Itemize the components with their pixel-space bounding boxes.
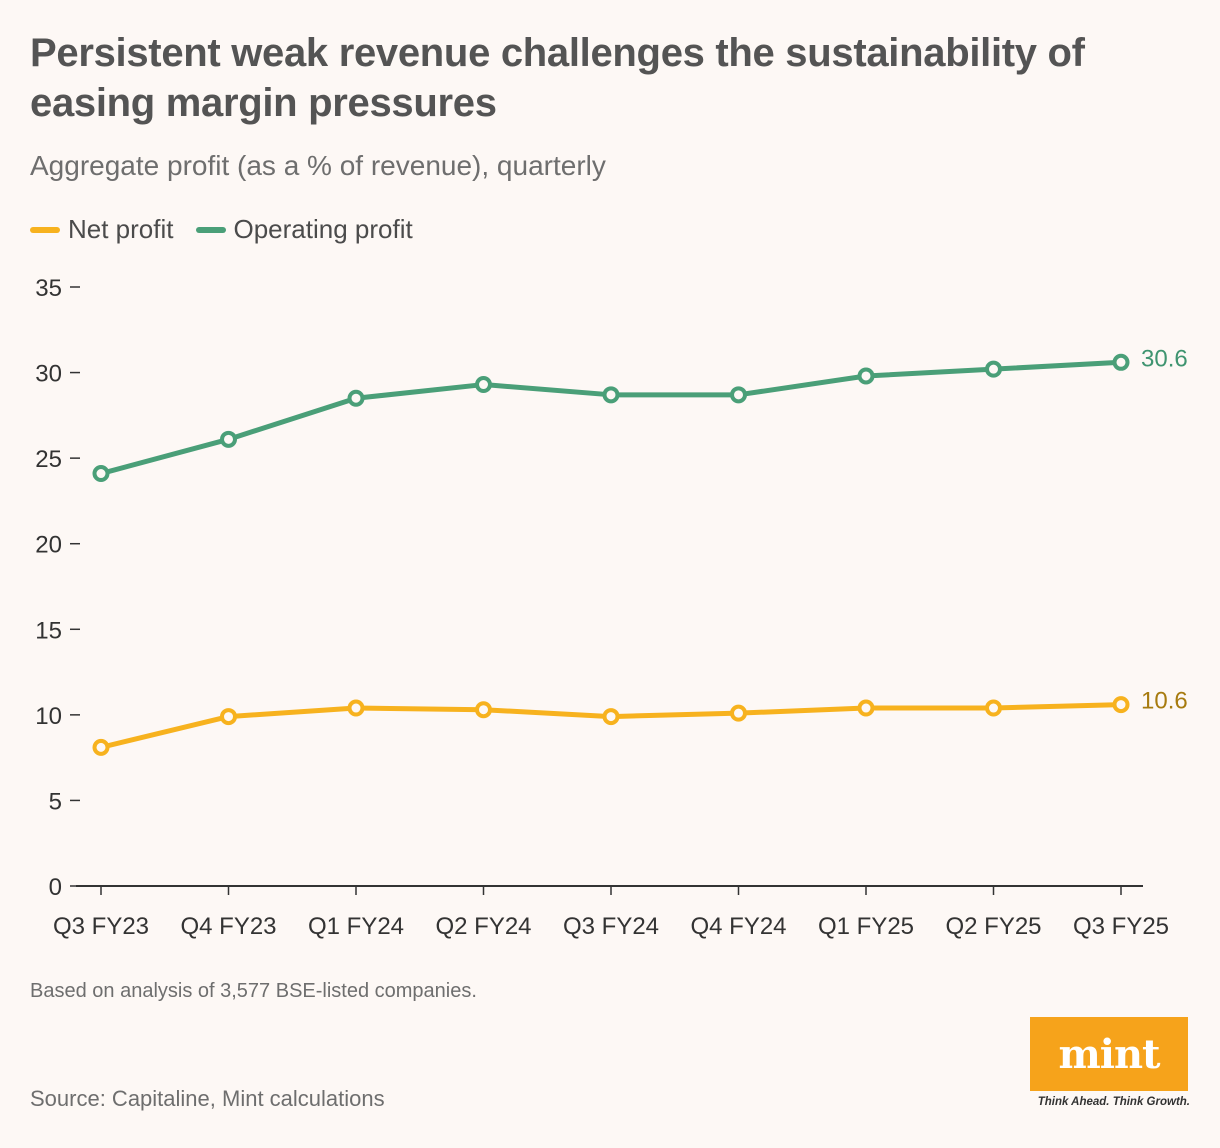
x-tick-label: Q3 FY25 bbox=[1073, 913, 1169, 940]
x-tick-label: Q1 FY25 bbox=[818, 913, 914, 940]
data-point-operating-profit bbox=[92, 465, 110, 483]
x-tick-label: Q1 FY24 bbox=[308, 913, 404, 940]
data-point-operating-profit bbox=[602, 386, 620, 404]
legend-swatch-net-profit bbox=[30, 226, 60, 233]
x-tick-label: Q4 FY24 bbox=[690, 913, 786, 940]
data-point-operating-profit bbox=[857, 367, 875, 385]
legend-swatch-operating-profit bbox=[195, 226, 226, 233]
x-tick-label: Q3 FY23 bbox=[53, 913, 149, 940]
line-chart: 0 5 10 15 20 25 30 35 Q3 FY23 Q4 FY23 Q1 FY24 Q2 FY… bbox=[35, 275, 1188, 940]
data-point-net-profit bbox=[857, 699, 875, 717]
data-point-net-profit bbox=[475, 701, 492, 719]
data-point-net-profit bbox=[985, 699, 1002, 717]
y-tick-label: 20 bbox=[35, 532, 62, 559]
x-tick-label: Q4 FY23 bbox=[180, 913, 276, 940]
y-tick-label: 30 bbox=[35, 361, 62, 388]
y-tick-label: 15 bbox=[35, 617, 62, 644]
legend-item-net-profit: Net profit bbox=[30, 214, 174, 245]
end-label-net-profit: 10.6 bbox=[1141, 688, 1188, 715]
end-label-operating-profit: 30.6 bbox=[1141, 345, 1188, 372]
legend-item-operating-profit: Operating profit bbox=[195, 214, 413, 245]
legend-label-operating-profit: Operating profit bbox=[233, 214, 413, 244]
data-point-operating-profit bbox=[475, 376, 492, 394]
data-point-net-profit bbox=[92, 738, 110, 756]
logo-tagline: Think Ahead. Think Growth. bbox=[1037, 1096, 1190, 1108]
chart-title: Persistent weak revenue challenges the s… bbox=[30, 31, 1085, 125]
y-tick-label: 5 bbox=[49, 788, 62, 815]
legend: Net profit Operating profit bbox=[30, 214, 413, 245]
x-tick-label: Q2 FY24 bbox=[435, 913, 531, 940]
data-point-operating-profit bbox=[985, 360, 1002, 378]
data-point-operating-profit bbox=[347, 389, 365, 407]
data-point-net-profit bbox=[730, 704, 747, 722]
y-tick-label: 10 bbox=[35, 703, 62, 730]
data-point-operating-profit bbox=[220, 430, 237, 448]
logo-text: mint bbox=[1058, 1030, 1160, 1078]
y-tick-label: 25 bbox=[35, 446, 62, 473]
chart-note: Based on analysis of 3,577 BSE-listed co… bbox=[30, 980, 477, 1002]
mint-logo: mint bbox=[1030, 1017, 1188, 1091]
data-point-operating-profit bbox=[1112, 353, 1130, 371]
data-point-net-profit bbox=[1112, 696, 1130, 714]
series-line-operating-profit bbox=[98, 359, 1124, 477]
y-tick-label: 35 bbox=[35, 275, 62, 302]
y-tick-label: 0 bbox=[49, 874, 62, 901]
x-tick-label: Q2 FY25 bbox=[945, 913, 1041, 940]
data-point-net-profit bbox=[602, 708, 620, 726]
data-point-operating-profit bbox=[730, 386, 747, 404]
chart-source: Source: Capitaline, Mint calculations bbox=[30, 1086, 385, 1111]
legend-label-net-profit: Net profit bbox=[68, 214, 174, 244]
chart-subtitle: Aggregate profit (as a % of revenue), qu… bbox=[30, 150, 606, 181]
data-point-net-profit bbox=[347, 699, 365, 717]
data-point-net-profit bbox=[220, 708, 237, 726]
x-tick-label: Q3 FY24 bbox=[563, 913, 659, 940]
